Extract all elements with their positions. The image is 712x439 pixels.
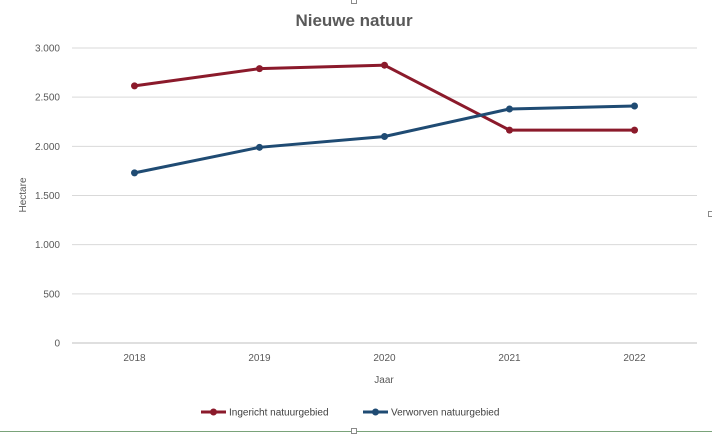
x-axis-title: Jaar (374, 375, 394, 386)
x-tick-label: 2018 (123, 353, 146, 364)
legend-marker (372, 408, 379, 416)
resize-handle-top[interactable] (351, 0, 357, 4)
y-tick-label: 2.000 (35, 142, 60, 153)
y-tick-label: 500 (43, 289, 60, 300)
legend-item[interactable]: Verworven natuurgebied (363, 408, 499, 419)
data-point (381, 61, 388, 69)
y-tick-label: 1.000 (35, 240, 60, 251)
legend-label: Ingericht natuurgebied (229, 408, 329, 419)
resize-handle-bottom[interactable] (351, 428, 357, 434)
legend-label: Verworven natuurgebied (391, 408, 499, 419)
gridlines (72, 47, 697, 344)
legend-item[interactable]: Ingericht natuurgebied (201, 408, 329, 419)
resize-handle-right[interactable] (708, 211, 712, 217)
data-point (506, 105, 513, 113)
y-axis-ticks: 0 500 1.000 1.500 2.000 2.500 3.000 (35, 44, 60, 350)
data-point (131, 169, 138, 177)
legend[interactable]: Ingericht natuurgebied Verworven natuurge… (201, 408, 499, 419)
chart-title: Nieuwe natuur (295, 11, 413, 30)
data-point (631, 102, 638, 110)
data-point (506, 126, 513, 134)
series-2 (131, 102, 638, 177)
y-tick-label: 1.500 (35, 191, 60, 202)
x-tick-label: 2019 (248, 353, 271, 364)
x-tick-label: 2020 (373, 353, 396, 364)
data-point (381, 133, 388, 140)
y-tick-label: 0 (54, 339, 60, 350)
x-tick-label: 2021 (498, 353, 521, 364)
data-point (131, 82, 138, 90)
y-tick-label: 3.000 (35, 44, 60, 55)
data-point (256, 143, 263, 151)
series-lines (131, 61, 638, 177)
y-axis-title: Hectare (18, 177, 29, 212)
legend-marker (210, 408, 217, 416)
data-point (631, 126, 638, 134)
y-tick-label: 2.500 (35, 93, 60, 104)
data-point (256, 65, 263, 73)
x-tick-label: 2022 (623, 353, 646, 364)
series-1 (131, 61, 638, 134)
x-axis-ticks: 2018 2019 2020 2021 2022 (123, 353, 646, 364)
